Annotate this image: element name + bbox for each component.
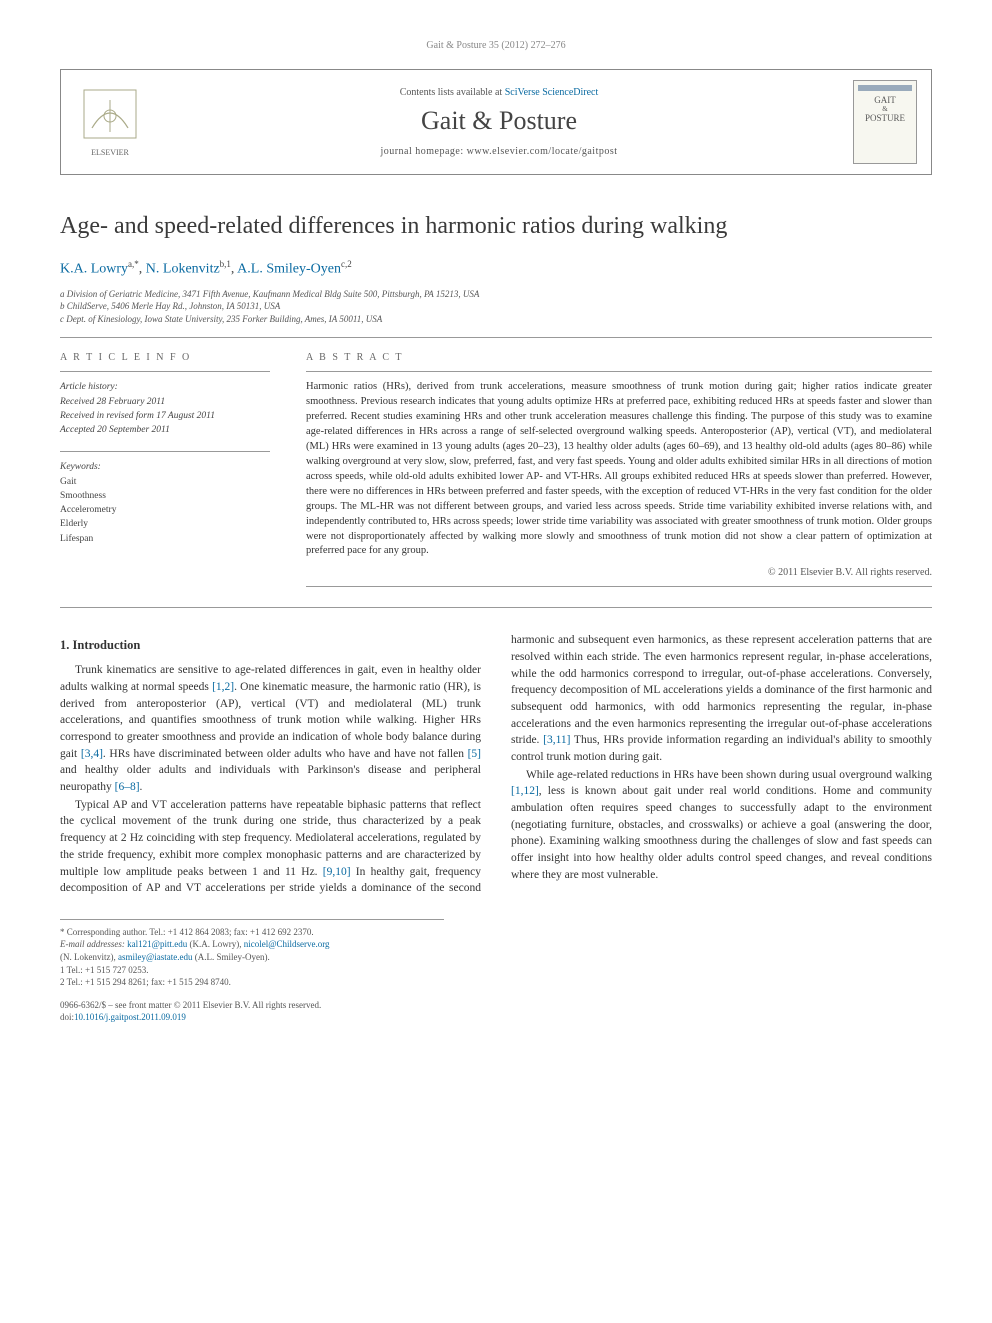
body-paragraph: Trunk kinematics are sensitive to age-re… <box>60 662 481 795</box>
body-paragraph: While age-related reductions in HRs have… <box>511 767 932 884</box>
keyword: Accelerometry <box>60 503 270 517</box>
citation-link[interactable]: [6–8] <box>115 781 140 793</box>
body-columns: 1. Introduction Trunk kinematics are sen… <box>60 632 932 897</box>
meta-row: A R T I C L E I N F O Article history: R… <box>60 352 932 587</box>
body-text: Thus, HRs provide information regarding … <box>511 734 932 763</box>
homepage-url: www.elsevier.com/locate/gaitpost <box>467 146 618 157</box>
elsevier-label: ELSEVIER <box>91 148 129 157</box>
doi-line: doi:10.1016/j.gaitpost.2011.09.019 <box>60 1011 932 1024</box>
history-label: Article history: <box>60 380 270 394</box>
abstract-title: A B S T R A C T <box>306 352 932 363</box>
section-heading: 1. Introduction <box>60 636 481 654</box>
history-line: Received 28 February 2011 <box>60 395 270 409</box>
divider <box>60 337 932 338</box>
history-line: Received in revised form 17 August 2011 <box>60 409 270 423</box>
copyright-line: © 2011 Elsevier B.V. All rights reserved… <box>306 567 932 578</box>
footnote-line: 1 Tel.: +1 515 727 0253. <box>60 964 444 977</box>
author-sup: c,2 <box>341 259 352 269</box>
email-link[interactable]: kal121@pitt.edu <box>127 939 187 949</box>
divider <box>306 371 932 372</box>
email-link[interactable]: nicolel@Childserve.org <box>244 939 330 949</box>
front-matter-line: 0966-6362/$ – see front matter © 2011 El… <box>60 999 932 1012</box>
email-label: E-mail addresses: <box>60 939 127 949</box>
keyword: Gait <box>60 475 270 489</box>
affiliations: a Division of Geriatric Medicine, 3471 F… <box>60 288 932 326</box>
body-text: While age-related reductions in HRs have… <box>526 769 932 781</box>
email-who: (K.A. Lowry), <box>187 939 244 949</box>
author-line: K.A. Lowrya,*, N. Lokenvitzb,1, A.L. Smi… <box>60 259 932 278</box>
affiliation-line: a Division of Geriatric Medicine, 3471 F… <box>60 288 932 301</box>
citation-link[interactable]: [5] <box>468 748 481 760</box>
affiliation-line: c Dept. of Kinesiology, Iowa State Unive… <box>60 313 932 326</box>
keyword: Elderly <box>60 517 270 531</box>
homepage-prefix: journal homepage: <box>380 146 466 157</box>
journal-title: Gait & Posture <box>163 106 835 136</box>
article-title: Age- and speed-related differences in ha… <box>60 211 932 241</box>
sciencedirect-link[interactable]: SciVerse ScienceDirect <box>505 87 599 98</box>
author-sup: b,1 <box>220 259 231 269</box>
doi-link[interactable]: 10.1016/j.gaitpost.2011.09.019 <box>74 1012 186 1022</box>
corresponding-author: * Corresponding author. Tel.: +1 412 864… <box>60 926 444 939</box>
footnotes-block: * Corresponding author. Tel.: +1 412 864… <box>60 919 444 989</box>
email-who: (N. Lokenvitz), <box>60 952 118 962</box>
article-info-block: A R T I C L E I N F O Article history: R… <box>60 352 270 587</box>
divider <box>60 607 932 608</box>
header-center: Contents lists available at SciVerse Sci… <box>163 87 835 157</box>
article-info-title: A R T I C L E I N F O <box>60 352 270 363</box>
thumb-text-top: GAIT <box>874 95 896 105</box>
elsevier-logo: ELSEVIER <box>75 82 145 162</box>
thumb-amp: & <box>882 105 887 113</box>
body-text: . HRs have discriminated between older a… <box>103 748 468 760</box>
footnote-line: 2 Tel.: +1 515 294 8261; fax: +1 515 294… <box>60 976 444 989</box>
citation-link[interactable]: [3,11] <box>543 734 570 746</box>
citation-link[interactable]: [9,10] <box>323 866 351 878</box>
divider <box>306 586 932 587</box>
history-line: Accepted 20 September 2011 <box>60 423 270 437</box>
thumb-text-bottom: POSTURE <box>865 113 905 123</box>
thumb-bar-icon <box>858 85 912 91</box>
author-sup: a,* <box>128 259 139 269</box>
email-line: E-mail addresses: kal121@pitt.edu (K.A. … <box>60 938 444 951</box>
journal-homepage: journal homepage: www.elsevier.com/locat… <box>163 146 835 157</box>
author-link[interactable]: N. Lokenvitz <box>146 262 220 277</box>
body-text: . <box>140 781 143 793</box>
email-link[interactable]: asmiley@iastate.edu <box>118 952 193 962</box>
citation-link[interactable]: [1,2] <box>212 681 234 693</box>
divider <box>60 371 270 372</box>
author-name: A.L. Smiley-Oyen <box>237 262 341 277</box>
keywords-block: Keywords: Gait Smoothness Accelerometry … <box>60 460 270 546</box>
contents-line: Contents lists available at SciVerse Sci… <box>163 87 835 98</box>
email-line: (N. Lokenvitz), asmiley@iastate.edu (A.L… <box>60 951 444 964</box>
author-link[interactable]: K.A. Lowry <box>60 262 128 277</box>
author-link[interactable]: A.L. Smiley-Oyen <box>237 262 341 277</box>
author-name: K.A. Lowry <box>60 262 128 277</box>
abstract-block: A B S T R A C T Harmonic ratios (HRs), d… <box>306 352 932 587</box>
journal-header-box: ELSEVIER Contents lists available at Sci… <box>60 69 932 175</box>
doi-block: 0966-6362/$ – see front matter © 2011 El… <box>60 999 932 1024</box>
abstract-text: Harmonic ratios (HRs), derived from trun… <box>306 380 932 559</box>
keyword: Smoothness <box>60 489 270 503</box>
affiliation-line: b ChildServe, 5406 Merle Hay Rd., Johnst… <box>60 300 932 313</box>
email-who: (A.L. Smiley-Oyen). <box>193 952 270 962</box>
keyword: Lifespan <box>60 532 270 546</box>
author-name: N. Lokenvitz <box>146 262 220 277</box>
divider <box>60 451 270 452</box>
journal-cover-thumb: GAIT & POSTURE <box>853 80 917 164</box>
contents-prefix: Contents lists available at <box>400 87 505 98</box>
citation-link[interactable]: [1,12] <box>511 785 539 797</box>
keywords-label: Keywords: <box>60 460 270 474</box>
body-text: , less is known about gait under real wo… <box>511 785 932 880</box>
citation-link[interactable]: [3,4] <box>81 748 103 760</box>
doi-prefix: doi: <box>60 1012 74 1022</box>
article-history: Article history: Received 28 February 20… <box>60 380 270 437</box>
running-header: Gait & Posture 35 (2012) 272–276 <box>60 40 932 51</box>
